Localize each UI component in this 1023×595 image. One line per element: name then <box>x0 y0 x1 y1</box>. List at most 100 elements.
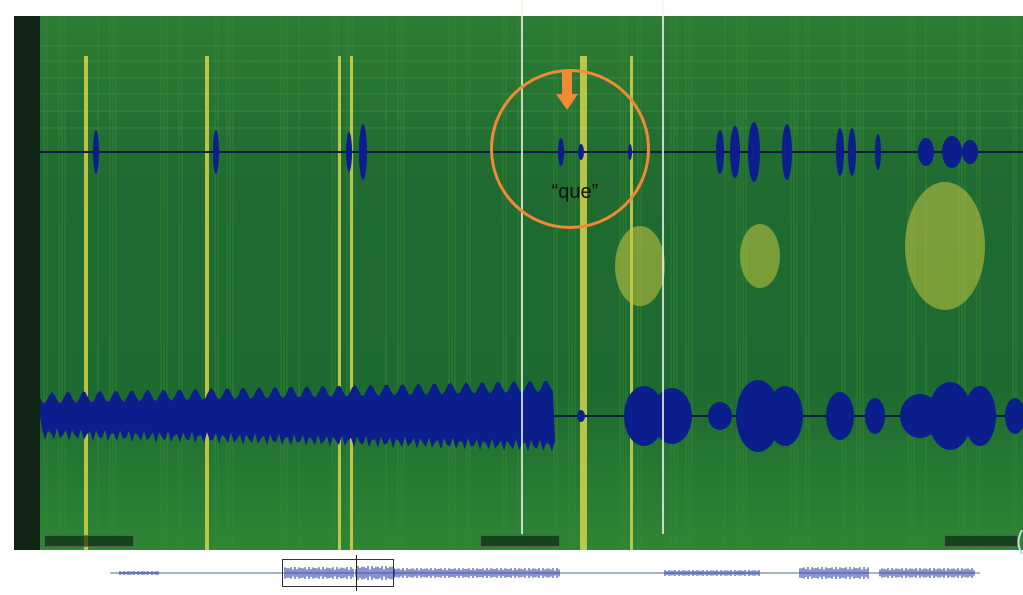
transient-band <box>350 56 353 550</box>
selection-start-marker[interactable] <box>521 0 523 534</box>
texture-stripe <box>571 16 573 550</box>
texture-stripe <box>505 16 507 550</box>
texture-stripe <box>58 16 60 550</box>
texture-stripe <box>670 16 672 550</box>
texture-stripe <box>466 16 468 550</box>
energy-spot <box>615 226 665 306</box>
waveform-spike <box>359 124 367 180</box>
texture-stripe <box>64 16 66 550</box>
texture-stripe <box>724 16 726 550</box>
texture-stripe <box>808 16 810 550</box>
waveform-burst <box>767 386 803 446</box>
navigator-viewport[interactable] <box>282 559 394 587</box>
texture-stripe <box>46 16 48 550</box>
timecode-left <box>44 535 134 547</box>
texture-stripe <box>448 16 450 550</box>
waveform-burst <box>577 410 585 422</box>
texture-stripe <box>676 16 678 550</box>
texture-stripe <box>298 16 300 550</box>
waveform-spike <box>836 128 844 176</box>
texture-stripe <box>214 16 216 550</box>
waveform-burst <box>652 388 692 444</box>
waveform-burst <box>928 382 972 450</box>
spectrogram-canvas[interactable] <box>40 16 1023 550</box>
waveform-spike <box>748 122 760 182</box>
texture-stripe <box>232 16 234 550</box>
texture-stripe <box>691 16 693 550</box>
playhead-cursor[interactable] <box>662 0 664 534</box>
texture-stripe <box>286 16 288 550</box>
waveform-spike <box>962 140 978 164</box>
texture-stripe <box>745 16 747 550</box>
texture-stripe <box>178 16 180 550</box>
texture-stripe <box>181 16 183 550</box>
texture-stripe <box>739 16 741 550</box>
overview-navigator[interactable] <box>0 555 1023 595</box>
texture-stripe <box>502 16 504 550</box>
energy-spot <box>905 182 985 310</box>
annotation-label: “que” <box>551 181 599 203</box>
texture-stripe <box>793 16 795 550</box>
texture-stripe <box>859 16 861 550</box>
texture-stripe <box>469 16 471 550</box>
texture-stripe <box>805 16 807 550</box>
texture-stripe <box>556 16 558 550</box>
waveform-burst <box>624 386 664 446</box>
arrow-down-icon <box>556 72 578 110</box>
texture-stripe <box>331 16 333 550</box>
waveform-burst <box>964 386 996 446</box>
texture-stripe <box>742 16 744 550</box>
texture-stripe <box>346 16 348 550</box>
texture-stripe <box>166 16 168 550</box>
texture-stripe <box>112 16 114 550</box>
texture-stripe <box>109 16 111 550</box>
texture-stripe <box>283 16 285 550</box>
texture-stripe <box>517 16 519 550</box>
texture-stripe <box>910 16 912 550</box>
timecode-right <box>944 535 1018 547</box>
texture-stripe <box>862 16 864 550</box>
texture-stripe <box>553 16 555 550</box>
transient-band <box>205 56 209 550</box>
texture-stripe <box>229 16 231 550</box>
energy-spot <box>740 224 780 288</box>
waveform-spike <box>875 134 881 170</box>
texture-stripe <box>397 16 399 550</box>
texture-stripe <box>61 16 63 550</box>
waveform-spike <box>93 130 99 174</box>
overview-waveform <box>110 566 980 580</box>
texture-stripe <box>403 16 405 550</box>
waveform-burst <box>708 402 732 430</box>
texture-stripe <box>844 16 846 550</box>
resize-grip-icon[interactable] <box>1013 530 1023 554</box>
texture-stripe <box>334 16 336 550</box>
waveform-spike <box>918 138 934 166</box>
frequency-ruler <box>14 16 41 550</box>
spectrogram-view[interactable] <box>40 16 1023 550</box>
timecode-center <box>480 535 560 547</box>
texture-stripe <box>856 16 858 550</box>
texture-stripe <box>688 16 690 550</box>
navigator-cursor <box>356 555 357 591</box>
texture-stripe <box>115 16 117 550</box>
texture-stripe <box>226 16 228 550</box>
texture-stripe <box>1012 16 1014 550</box>
texture-stripe <box>685 16 687 550</box>
waveform-envelope <box>40 380 555 452</box>
texture-stripe <box>400 16 402 550</box>
texture-stripe <box>790 16 792 550</box>
texture-stripe <box>979 16 981 550</box>
texture-stripe <box>163 16 165 550</box>
waveform-spike <box>782 124 792 180</box>
waveform-burst <box>1005 398 1023 434</box>
transient-band <box>84 56 88 550</box>
waveform-burst <box>736 380 780 452</box>
texture-stripe <box>841 16 843 550</box>
texture-stripe <box>43 16 45 550</box>
waveform-burst <box>826 392 854 440</box>
texture-stripe <box>1015 16 1017 550</box>
transient-band <box>580 56 587 550</box>
waveform-spike <box>942 136 962 168</box>
texture-stripe <box>736 16 738 550</box>
texture-stripe <box>217 16 219 550</box>
